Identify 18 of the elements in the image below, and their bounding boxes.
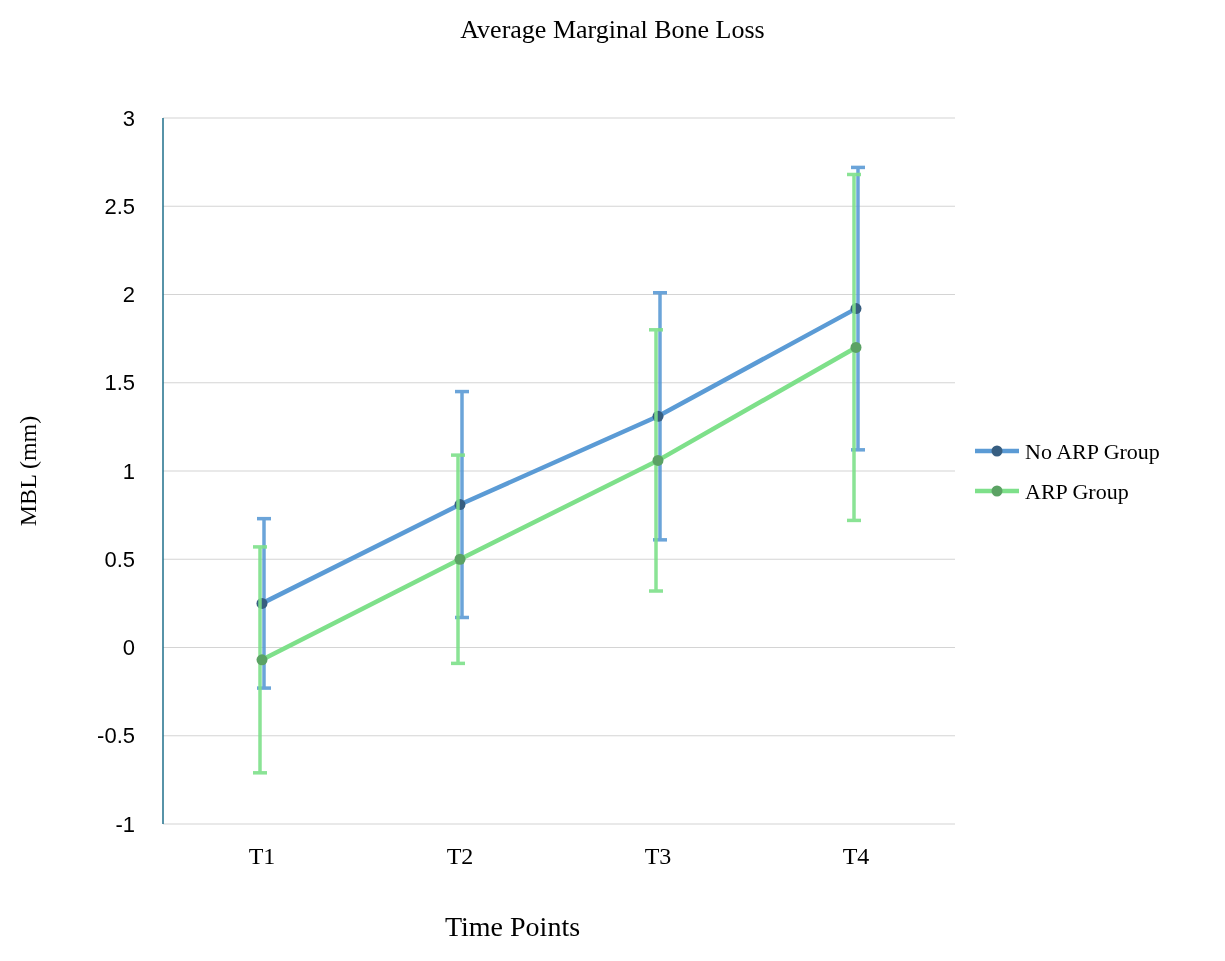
y-tick-label: -1 [115, 811, 135, 837]
x-axis-title: Time Points [444, 911, 581, 942]
y-tick-label: 2.5 [104, 193, 135, 219]
y-tick-label: 2 [122, 282, 135, 308]
legend-label: No ARP Group [1025, 438, 1160, 464]
legend-label: ARP Group [1025, 478, 1129, 504]
y-tick-label: 0.5 [104, 546, 135, 572]
y-tick-label: 3 [122, 105, 135, 131]
x-tick-label: T2 [446, 843, 474, 869]
chart-title: Average Marginal Bone Loss [460, 15, 765, 44]
y-tick-label: 1 [122, 458, 135, 484]
y-tick-label: 0 [122, 635, 135, 661]
x-tick-label: T3 [644, 843, 672, 869]
y-tick-label: -0.5 [97, 723, 135, 749]
x-tick-label: T1 [248, 843, 276, 869]
y-axis-title: MBL (mm) [15, 415, 41, 527]
y-tick-label: 1.5 [104, 370, 135, 396]
x-tick-label: T4 [842, 843, 870, 869]
